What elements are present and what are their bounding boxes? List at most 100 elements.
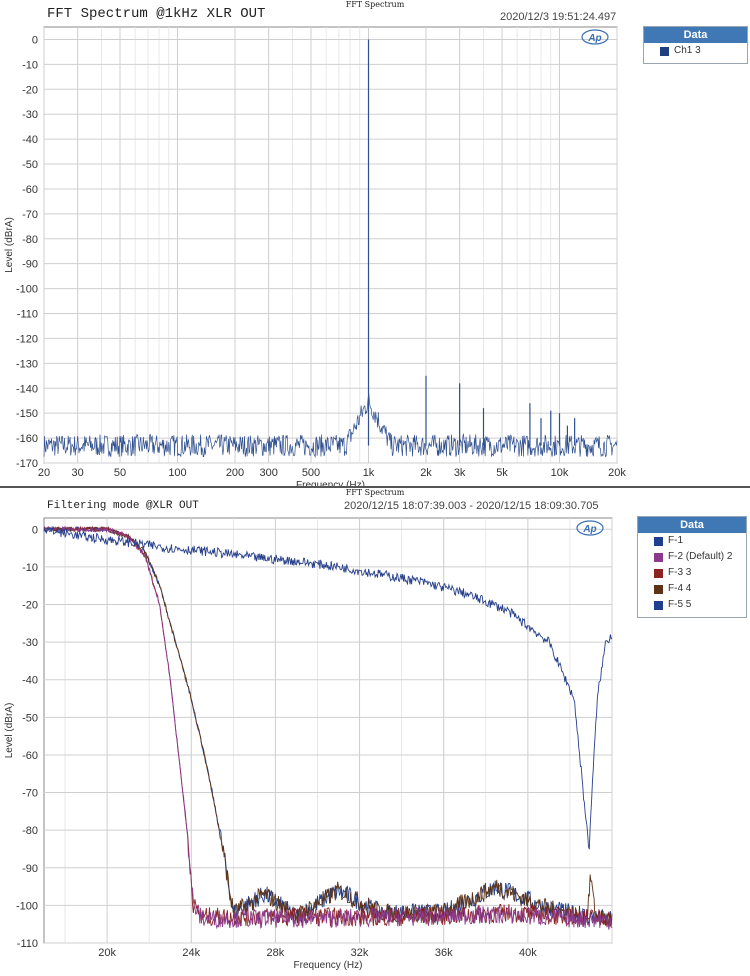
legend-swatch bbox=[654, 553, 663, 562]
ap-logo-text: Ap bbox=[587, 33, 601, 44]
x-tick-label: 2k bbox=[420, 467, 432, 479]
x-axis-label: Frequency (Hz) bbox=[296, 480, 365, 486]
y-tick-label: -10 bbox=[22, 562, 38, 574]
plot-area[interactable]: 20k 24k 28k 32k 36k 40k 0 -10 -20 -30 -40 -50 -60 -70… bbox=[0, 488, 750, 976]
chart-panel-fft-1khz: FFT Spectrum FFT Spectrum @1kHz XLR OUT … bbox=[0, 0, 750, 486]
x-tick-label: 36k bbox=[435, 947, 453, 959]
y-tick-label: -60 bbox=[22, 184, 38, 196]
x-tick-label: 200 bbox=[226, 467, 244, 479]
legend-label: F-2 (Default) bbox=[668, 551, 725, 562]
ap-logo-icon bbox=[576, 520, 604, 536]
plot-area[interactable]: 20 30 50 100 200 300 500 1k 2k 3k 5k 10k 20k 0 -10 -20 -… bbox=[0, 0, 750, 486]
series-line bbox=[43, 525, 613, 930]
y-tick-label: -40 bbox=[22, 675, 38, 687]
x-tick-label: 32k bbox=[351, 947, 369, 959]
y-tick-label: -30 bbox=[22, 109, 38, 121]
legend-label: Ch1 bbox=[674, 45, 693, 56]
x-tick-label: 20k bbox=[608, 467, 626, 479]
x-tick-label: 30 bbox=[72, 467, 84, 479]
timestamp: 2020/12/15 18:07:39.003 - 2020/12/15 18:… bbox=[344, 500, 599, 512]
x-axis-label: Frequency (Hz) bbox=[294, 960, 363, 971]
legend[interactable]: Data F-1 F-2 (Default) 2 F-3 3 F-4 4 F-5… bbox=[637, 516, 747, 618]
x-tick-label: 5k bbox=[496, 467, 508, 479]
legend-swatch bbox=[654, 585, 663, 594]
legend-title: Data bbox=[644, 27, 747, 43]
chart-title: FFT Spectrum bbox=[345, 0, 405, 9]
legend-index: 3 bbox=[695, 45, 701, 56]
y-tick-label: 0 bbox=[32, 524, 38, 536]
legend-title: Data bbox=[638, 517, 746, 533]
legend-label: F-4 bbox=[668, 583, 683, 594]
y-tick-label: -100 bbox=[16, 900, 38, 912]
y-tick-label: -140 bbox=[16, 383, 38, 395]
y-tick-label: -90 bbox=[22, 259, 38, 271]
y-tick-label: -150 bbox=[16, 408, 38, 420]
y-tick-label: -60 bbox=[22, 750, 38, 762]
y-tick-label: -50 bbox=[22, 712, 38, 724]
plot-frame bbox=[43, 26, 618, 464]
y-tick-label: -160 bbox=[16, 433, 38, 445]
x-tick-label: 50 bbox=[114, 467, 126, 479]
x-tick-label: 40k bbox=[519, 947, 537, 959]
legend-swatch bbox=[654, 601, 663, 610]
x-tick-label: 300 bbox=[259, 467, 277, 479]
y-tick-label: -80 bbox=[22, 234, 38, 246]
chart-title: FFT Spectrum bbox=[345, 488, 405, 497]
y-tick-label: -70 bbox=[22, 788, 38, 800]
x-tick-label: 1k bbox=[363, 467, 375, 479]
y-tick-label: -100 bbox=[16, 284, 38, 296]
legend-item[interactable]: Ch1 3 bbox=[644, 43, 747, 59]
series-line-noise-floor bbox=[43, 392, 618, 458]
ap-logo-text: Ap bbox=[582, 524, 596, 535]
y-tick-label: -50 bbox=[22, 159, 38, 171]
y-tick-label: -110 bbox=[17, 938, 38, 950]
legend-item[interactable]: F-1 bbox=[638, 533, 746, 549]
legend-index: 2 bbox=[726, 551, 733, 562]
plot-frame bbox=[43, 517, 613, 944]
legend-item[interactable]: F-4 4 bbox=[638, 581, 746, 597]
x-tick-label: 3k bbox=[454, 467, 466, 479]
legend[interactable]: Data Ch1 3 bbox=[643, 26, 748, 64]
legend-index: 3 bbox=[685, 567, 692, 578]
y-tick-label: -30 bbox=[22, 637, 38, 649]
legend-label: F-1 bbox=[668, 535, 683, 546]
x-tick-label: 24k bbox=[182, 947, 200, 959]
y-tick-label: -20 bbox=[22, 84, 38, 96]
y-tick-label: -80 bbox=[22, 825, 38, 837]
panel-divider bbox=[0, 486, 750, 488]
legend-index: 5 bbox=[685, 599, 692, 610]
y-tick-label: -120 bbox=[16, 333, 38, 345]
y-tick-label: -170 bbox=[16, 458, 38, 470]
x-tick-label: 10k bbox=[551, 467, 569, 479]
legend-item[interactable]: F-3 3 bbox=[638, 565, 746, 581]
y-tick-label: -130 bbox=[16, 358, 38, 370]
y-tick-label: -20 bbox=[22, 600, 38, 612]
x-tick-label: 28k bbox=[267, 947, 285, 959]
x-tick-label: 20k bbox=[98, 947, 116, 959]
y-tick-label: -70 bbox=[22, 209, 38, 221]
legend-swatch bbox=[654, 537, 663, 546]
legend-item[interactable]: F-5 5 bbox=[638, 597, 746, 613]
y-axis-label: Level (dBrA) bbox=[4, 217, 15, 273]
legend-index: 4 bbox=[685, 583, 692, 594]
legend-swatch bbox=[654, 569, 663, 578]
page-title: FFT Spectrum @1kHz XLR OUT bbox=[47, 6, 266, 22]
page-title: Filtering mode @XLR OUT bbox=[47, 500, 199, 512]
y-axis-label: Level (dBrA) bbox=[4, 703, 15, 759]
legend-item[interactable]: F-2 (Default) 2 bbox=[638, 549, 746, 565]
series-line bbox=[43, 526, 613, 850]
y-tick-label: -90 bbox=[22, 863, 38, 875]
x-tick-label: 20 bbox=[38, 467, 50, 479]
chart-panel-filtering-mode: FFT Spectrum Filtering mode @XLR OUT 202… bbox=[0, 488, 750, 976]
y-tick-label: -40 bbox=[22, 134, 38, 146]
y-tick-label: 0 bbox=[32, 34, 38, 46]
y-tick-label: -110 bbox=[17, 309, 38, 321]
ap-logo-icon bbox=[581, 29, 609, 45]
x-tick-label: 500 bbox=[302, 467, 320, 479]
legend-label: F-5 bbox=[668, 599, 683, 610]
x-tick-label: 100 bbox=[168, 467, 186, 479]
legend-label: F-3 bbox=[668, 567, 683, 578]
legend-swatch bbox=[660, 47, 669, 56]
timestamp: 2020/12/3 19:51:24.497 bbox=[500, 11, 617, 23]
y-tick-label: -10 bbox=[22, 59, 38, 71]
